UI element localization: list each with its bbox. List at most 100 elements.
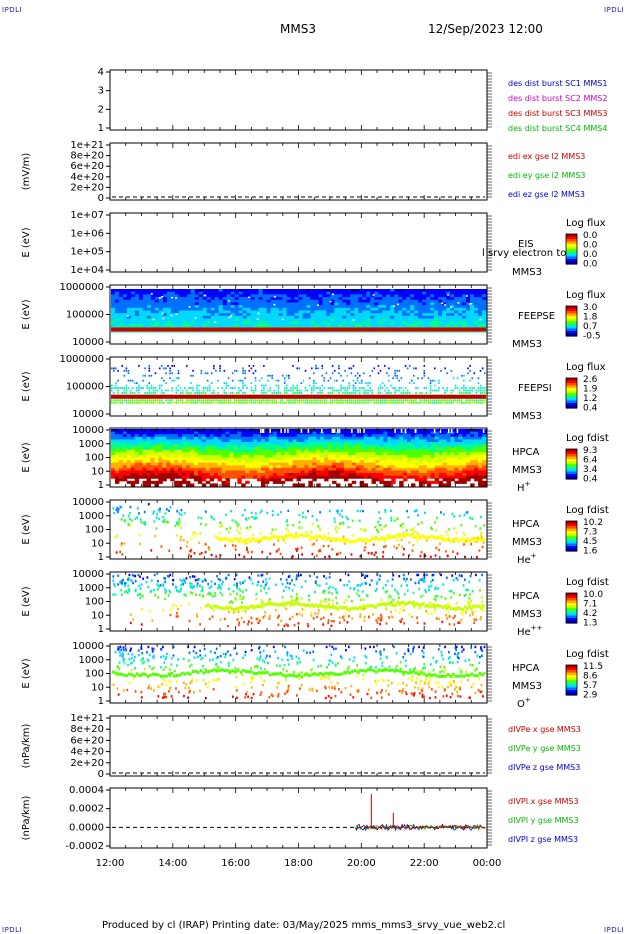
flux-cell — [126, 294, 132, 298]
fdist-cell — [312, 470, 317, 474]
flux-cell — [370, 289, 375, 293]
flux-cell — [396, 374, 399, 377]
fdist-cell — [150, 431, 155, 435]
fdist-cell — [205, 462, 211, 466]
fdist-cell — [201, 449, 207, 453]
flux-cell — [354, 299, 359, 303]
fdist-cell — [399, 436, 404, 440]
fdist-cell — [170, 447, 175, 451]
fdist-cell — [383, 436, 388, 440]
fdist-cell — [130, 434, 136, 438]
flux-cell — [390, 392, 392, 394]
flux-cell — [370, 294, 375, 298]
flux-cell — [398, 294, 403, 298]
fdist-cell — [359, 449, 365, 453]
flux-cell — [111, 307, 116, 311]
fdist-cell — [213, 470, 219, 474]
fdist-cell — [241, 447, 246, 451]
fdist-cell — [272, 447, 278, 451]
flux-cell — [279, 399, 282, 402]
flux-cell — [482, 315, 487, 319]
flux-cell — [277, 401, 280, 404]
flux-cell — [188, 387, 190, 389]
fdist-cell — [146, 452, 151, 456]
flux-cell — [175, 377, 178, 380]
flux-cell — [411, 401, 413, 404]
flux-cell — [434, 313, 439, 317]
flux-cell — [286, 374, 288, 377]
fdist-cell — [407, 473, 412, 477]
fdist-cell — [367, 473, 373, 477]
fdist-cell — [320, 452, 325, 456]
fdist-cell — [150, 449, 155, 453]
flux-cell — [306, 291, 311, 295]
flux-cell — [362, 302, 367, 306]
fdist-cell — [426, 460, 432, 464]
fdist-cell — [158, 465, 163, 469]
flux-cell — [174, 297, 180, 301]
fdist-cell — [134, 457, 140, 461]
flux-cell — [398, 289, 403, 293]
flux-cell — [338, 321, 343, 325]
flux-cell — [290, 289, 296, 293]
fdist-cell — [284, 449, 290, 453]
fdist-cell — [387, 431, 392, 435]
fdist-cell — [209, 436, 215, 440]
flux-cell — [418, 321, 423, 325]
flux-cell — [194, 310, 200, 314]
fdist-cell — [154, 429, 159, 433]
flux-cell — [162, 313, 168, 317]
flux-cell — [444, 401, 446, 404]
fdist-cell — [186, 434, 191, 438]
fdist-cell — [233, 470, 238, 474]
flux-cell — [421, 401, 424, 404]
flux-cell — [302, 379, 305, 382]
flux-cell — [154, 389, 157, 392]
flux-cell — [306, 389, 309, 392]
flux-gap — [162, 317, 165, 320]
fdist-cell — [138, 429, 144, 433]
fdist-cell — [422, 441, 428, 446]
flux-cell — [130, 302, 136, 306]
flux-cell — [170, 294, 176, 298]
fdist-cell — [367, 475, 373, 479]
fdist-cell — [221, 473, 226, 477]
flux-cell — [115, 401, 117, 404]
flux-cell — [315, 367, 317, 370]
fdist-cell — [316, 441, 321, 446]
flux-cell — [342, 399, 344, 402]
fdist-cell — [316, 473, 321, 477]
flux-cell — [482, 321, 487, 325]
flux-cell — [298, 294, 303, 298]
flux-cell — [186, 299, 192, 303]
fdist-cell — [261, 480, 266, 484]
fdist-cell — [300, 475, 305, 479]
fdist-cell — [178, 465, 183, 469]
fdist-cell — [359, 457, 365, 461]
fdist-cell — [272, 429, 278, 433]
fdist-cell — [339, 457, 345, 461]
fdist-cell — [221, 449, 226, 453]
flux-cell — [238, 299, 244, 303]
flux-cell — [290, 321, 296, 325]
fdist-cell — [284, 431, 290, 435]
flux-cell — [282, 297, 288, 301]
flux-cell — [406, 310, 411, 314]
flux-cell — [134, 321, 140, 325]
flux-cell — [306, 321, 311, 325]
flux-cell — [258, 379, 261, 382]
flux-cell — [371, 392, 374, 394]
flux-cell — [222, 305, 228, 309]
flux-cell — [306, 310, 311, 314]
flux-cell — [163, 401, 165, 404]
flux-cell — [126, 307, 132, 311]
fdist-cell — [264, 457, 270, 461]
fdist-cell — [367, 429, 373, 433]
flux-cell — [261, 401, 263, 404]
flux-cell — [426, 310, 431, 314]
flux-cell — [240, 401, 242, 404]
flux-cell — [174, 310, 180, 314]
fdist-cell — [174, 460, 179, 464]
flux-cell — [206, 291, 212, 295]
